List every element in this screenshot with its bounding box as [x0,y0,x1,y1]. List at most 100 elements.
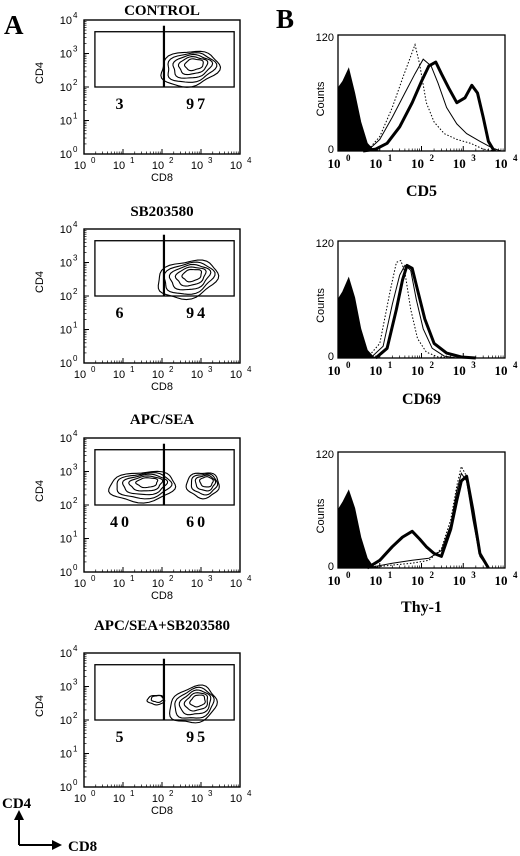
y-tick-exponent: 0 [73,145,78,154]
panel-b-label: B [276,4,294,34]
x-tick-label: 10 [495,363,508,378]
contour-line [135,477,159,489]
contour-line [150,694,164,703]
marker-label: Thy-1 [401,599,442,616]
x-tick-exponent: 3 [208,156,213,165]
x-tick-label: 10 [113,369,125,381]
y-tick-label: 10 [60,358,72,370]
y-tick-label: 10 [60,467,72,479]
y-tick-exponent: 2 [73,78,78,87]
x-tick-label: 10 [411,363,424,378]
y-tick-label: 10 [60,258,72,270]
x-tick-label: 10 [369,156,382,171]
y-tick-exponent: 2 [73,711,78,720]
contour-line [177,56,209,76]
y-tick-label: 0 [328,351,334,363]
marker-label: CD69 [402,391,441,408]
histogram-series-filled [337,67,380,152]
y-tick-exponent: 1 [73,530,78,539]
x-tick-label: 10 [328,363,341,378]
x-tick-label: 10 [152,793,164,805]
x-tick-exponent: 4 [513,153,518,163]
x-tick-exponent: 0 [91,365,96,374]
orientation-y-label: CD4 [2,796,32,812]
x-tick-label: 10 [453,363,466,378]
x-tick-exponent: 0 [91,156,96,165]
x-tick-exponent: 1 [130,789,135,798]
x-tick-label: 10 [152,578,164,590]
histogram-series-dotted [357,42,496,152]
contour-line [174,686,215,719]
x-tick-exponent: 2 [169,365,174,374]
y-tick-exponent: 4 [73,220,78,229]
contour-line [183,692,209,712]
histogram-series-bold [366,474,490,570]
histogram-series-thin [370,264,457,359]
y-tick-label: 10 [60,782,72,794]
x-tick-label: 10 [328,573,341,588]
contour-line [185,472,220,500]
x-tick-exponent: 2 [430,360,435,370]
contour-line [108,470,177,504]
x-axis-label: CD8 [151,590,173,602]
x-tick-exponent: 4 [513,570,518,580]
histogram-series-filled [337,276,380,359]
gate-percent-left: 3 [116,96,127,113]
x-tick-exponent: 0 [346,153,351,163]
y-axis-label: Counts [315,81,327,116]
x-tick-exponent: 1 [130,574,135,583]
y-tick-exponent: 3 [73,678,78,687]
y-tick-exponent: 2 [73,287,78,296]
gate-percent-left: 40 [110,514,132,531]
x-tick-exponent: 1 [388,153,393,163]
histogram-series-bold [362,60,496,153]
y-tick-label: 10 [60,149,72,161]
x-tick-label: 10 [230,578,242,590]
contour-line [172,53,214,79]
y-tick-label: 10 [60,49,72,61]
y-tick-exponent: 3 [73,254,78,263]
contour-line [174,266,207,287]
x-tick-exponent: 4 [247,789,252,798]
contour-line [189,694,206,708]
y-tick-label: 0 [328,561,334,573]
contour-line [167,52,218,83]
x-tick-label: 10 [453,573,466,588]
x-tick-label: 10 [74,369,86,381]
x-tick-label: 10 [495,573,508,588]
y-tick-exponent: 0 [73,354,78,363]
gate-percent-left: 6 [116,305,127,322]
orientation-axes-icon [14,810,62,850]
x-tick-label: 10 [230,160,242,172]
histogram-series-bold [374,263,476,360]
y-tick-label: 10 [60,567,72,579]
y-tick-label: 10 [60,648,72,660]
x-tick-exponent: 2 [169,789,174,798]
x-tick-label: 10 [152,369,164,381]
y-tick-label: 0 [328,144,334,156]
y-tick-label: 120 [316,449,334,461]
y-tick-exponent: 4 [73,429,78,438]
orientation-x-label: CD8 [68,839,97,855]
x-tick-exponent: 4 [247,365,252,374]
gate-percent-right: 95 [186,729,208,746]
marker-label: CD5 [406,183,437,200]
y-tick-exponent: 4 [73,644,78,653]
y-tick-exponent: 2 [73,496,78,505]
y-tick-exponent: 1 [73,112,78,121]
y-tick-label: 10 [60,715,72,727]
gate-percent-right: 97 [186,96,208,113]
x-tick-exponent: 2 [169,156,174,165]
contour-line [121,473,169,496]
gate-percent-left: 5 [116,729,127,746]
contour-line [163,261,216,295]
x-tick-exponent: 0 [91,789,96,798]
x-tick-exponent: 0 [91,574,96,583]
contour-line [160,50,222,88]
contour-line [183,58,204,72]
